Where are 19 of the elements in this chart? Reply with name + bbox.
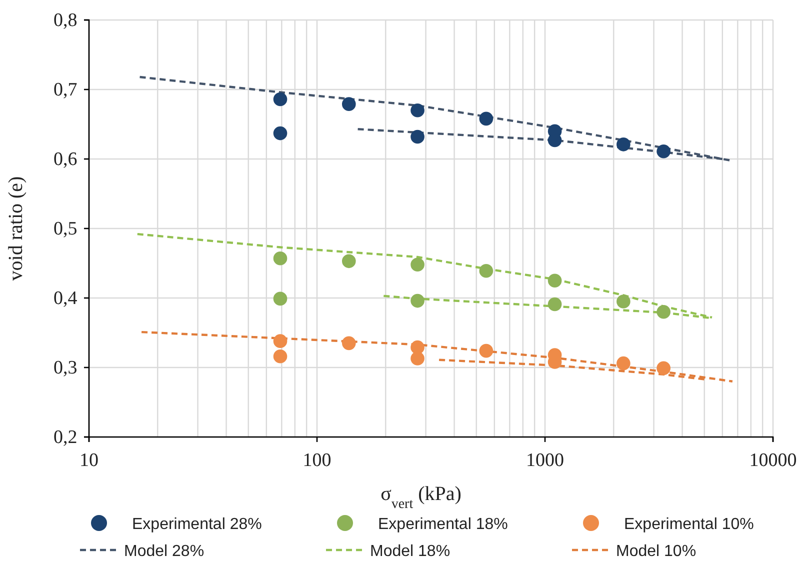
x-tick-label: 10 xyxy=(80,450,98,471)
legend-label: Experimental 10% xyxy=(624,516,754,533)
legend-label: Model 10% xyxy=(616,543,696,560)
legend-label: Model 18% xyxy=(370,543,450,560)
x-tick-label: 100 xyxy=(302,450,332,471)
y-tick-label: 0,3 xyxy=(53,358,78,379)
y-tick-label: 0,5 xyxy=(53,218,78,240)
y-tick-label: 0,6 xyxy=(53,149,78,170)
legend-label: Experimental 28% xyxy=(132,516,262,533)
x-tick-label: 1000 xyxy=(526,450,564,471)
x-tick-label: 10000 xyxy=(749,450,797,471)
legend-label: Model 28% xyxy=(124,543,204,560)
legend-label: Experimental 18% xyxy=(378,516,508,533)
x-axis-title: σ$_{vert}$ (kPa) xyxy=(380,483,462,512)
y-tick-label: 0,2 xyxy=(53,427,78,448)
y-tick-label: 0,7 xyxy=(53,80,78,101)
y-tick-label: 0,8 xyxy=(53,10,78,32)
y-tick-label: 0,4 xyxy=(53,288,78,310)
y-axis-title: void ratio (e) xyxy=(5,176,27,281)
